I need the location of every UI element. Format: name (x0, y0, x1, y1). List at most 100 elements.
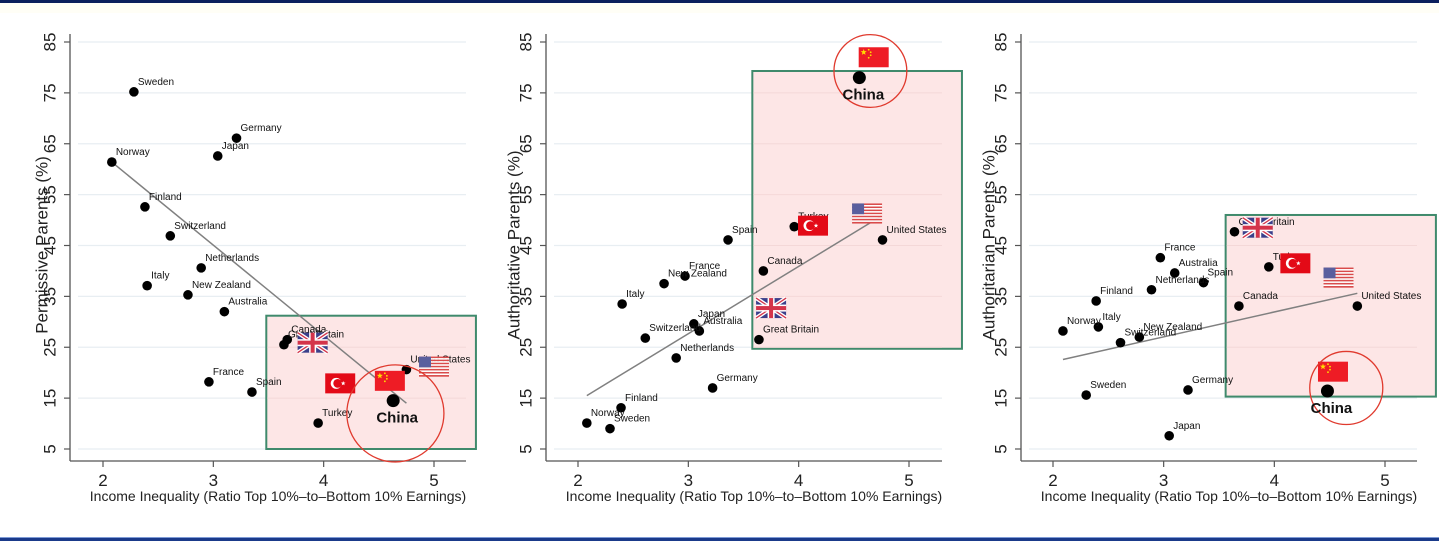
point-label-germany: Germany (717, 373, 758, 384)
point-label-sweden: Sweden (138, 77, 174, 88)
fit-line (586, 215, 882, 397)
y-tick-label: 35 (41, 287, 60, 306)
point-label-australia: Australia (228, 297, 267, 308)
fit-line (1062, 292, 1358, 361)
point-label-spain: Spain (732, 225, 758, 236)
point-label-finland: Finland (625, 393, 658, 404)
turkey-flag-crescent-cut (806, 221, 815, 231)
point-label-turkey: Turkey (322, 408, 352, 419)
point-label-japan: Japan (222, 141, 249, 152)
point-label-norway: Norway (591, 408, 625, 419)
point-label-netherlands: Netherlands (205, 253, 259, 264)
point-label-canada: Canada (291, 325, 326, 336)
y-tick-label: 55 (517, 185, 536, 204)
y-tick-label: 35 (517, 287, 536, 306)
usa-flag-stripe (852, 217, 883, 219)
usa-flag-icon (852, 203, 883, 224)
y-tick-label: 25 (517, 338, 536, 357)
uk-flag-icon (296, 331, 329, 355)
usa-flag-stripe (1323, 273, 1354, 276)
china-flag-small-star (867, 56, 870, 59)
usa-flag-stripe (419, 365, 449, 368)
x-tick-label: 5 (1380, 471, 1389, 490)
point-label-united-states: United States (887, 225, 947, 236)
china-highlight-circle (346, 364, 445, 463)
y-tick-label: 75 (517, 83, 536, 102)
y-tick-label: 5 (517, 444, 536, 453)
data-point-new-zealand (1134, 332, 1145, 342)
y-tick-label: 85 (517, 33, 536, 52)
usa-flag-stripe (419, 375, 449, 377)
usa-flag-canton (852, 203, 865, 215)
y-tick-label: 65 (517, 134, 536, 153)
point-label-finland: Finland (1100, 286, 1133, 297)
data-point-canada (758, 266, 769, 276)
point-label-france: France (689, 261, 721, 272)
usa-flag-stripe (419, 356, 449, 359)
usa-flag-canton (419, 356, 431, 368)
turkey-flag-crescent-cut (1288, 258, 1298, 268)
china-emphasis-label: China (1311, 400, 1353, 417)
point-label-france: France (213, 367, 245, 378)
point-label-japan: Japan (1173, 421, 1200, 432)
uk-flag-cross-red (297, 340, 328, 345)
data-point-switzerland (1115, 337, 1126, 348)
usa-flag-stripe (852, 211, 883, 213)
y-tick-label: 55 (41, 185, 60, 204)
usa-flag-stripe (419, 373, 449, 376)
china-highlight-circle (833, 33, 908, 109)
usa-flag-stripe (852, 214, 883, 216)
point-label-germany: Germany (1192, 375, 1233, 386)
usa-flag-stripe (1323, 272, 1354, 274)
y-axis-title: Authoritative Parents (%) (505, 151, 524, 340)
china-flag-small-star (385, 377, 388, 380)
y-axis-title: Authoritarian Parents (%) (980, 150, 999, 341)
x-tick-label: 3 (1159, 471, 1168, 490)
x-tick-label: 4 (1270, 471, 1279, 490)
point-label-germany: Germany (241, 123, 282, 134)
usa-flag-stripe (852, 203, 883, 206)
point-label-sweden: Sweden (1090, 380, 1126, 391)
data-point-france (1155, 252, 1166, 263)
china-flag-small-star (1327, 371, 1329, 374)
china-flag-small-star (383, 380, 386, 383)
y-axis-title: Permissive Parents (%) (33, 156, 52, 334)
top-frame-bar (0, 0, 1439, 3)
data-point-switzerland (640, 333, 651, 343)
y-tick-label: 35 (992, 287, 1011, 306)
china-flag-icon (1317, 361, 1348, 382)
point-label-switzerland: Switzerland (1125, 328, 1177, 339)
point-label-new-zealand: New Zealand (1143, 322, 1202, 333)
usa-flag-stripe (852, 221, 883, 224)
y-tick-label: 75 (992, 83, 1011, 102)
data-point-japan (212, 151, 223, 161)
china-emphasis-label: China (843, 87, 885, 104)
usa-flag-stripe (1323, 275, 1354, 277)
china-highlight-circle (1309, 350, 1384, 426)
data-point-great-britain (1229, 226, 1240, 237)
data-point-netherlands (1146, 284, 1157, 295)
data-point-sweden (605, 423, 615, 434)
china-flag-small-star (869, 51, 872, 54)
x-tick-label: 5 (904, 471, 913, 490)
data-point-japan (1164, 430, 1174, 441)
data-point-turkey (313, 418, 323, 428)
data-point-italy (142, 280, 152, 291)
usa-flag-stripe (1323, 284, 1354, 287)
y-tick-label: 65 (41, 134, 60, 153)
china-flag-small-star (867, 48, 870, 51)
usa-flag-stripe (852, 208, 883, 210)
y-tick-label: 15 (517, 389, 536, 408)
usa-flag-stripe (1323, 279, 1354, 282)
x-tick-label: 4 (319, 471, 328, 490)
usa-flag-stripe (852, 215, 883, 218)
point-label-netherlands: Netherlands (1155, 275, 1209, 286)
x-tick-label: 5 (429, 471, 438, 490)
uk-flag-icon (1241, 216, 1274, 240)
china-flag-field (858, 47, 889, 68)
top-frame-fade (0, 3, 1439, 13)
point-label-norway: Norway (116, 147, 150, 158)
fit-line (111, 161, 407, 404)
x-tick-label: 4 (794, 471, 803, 490)
